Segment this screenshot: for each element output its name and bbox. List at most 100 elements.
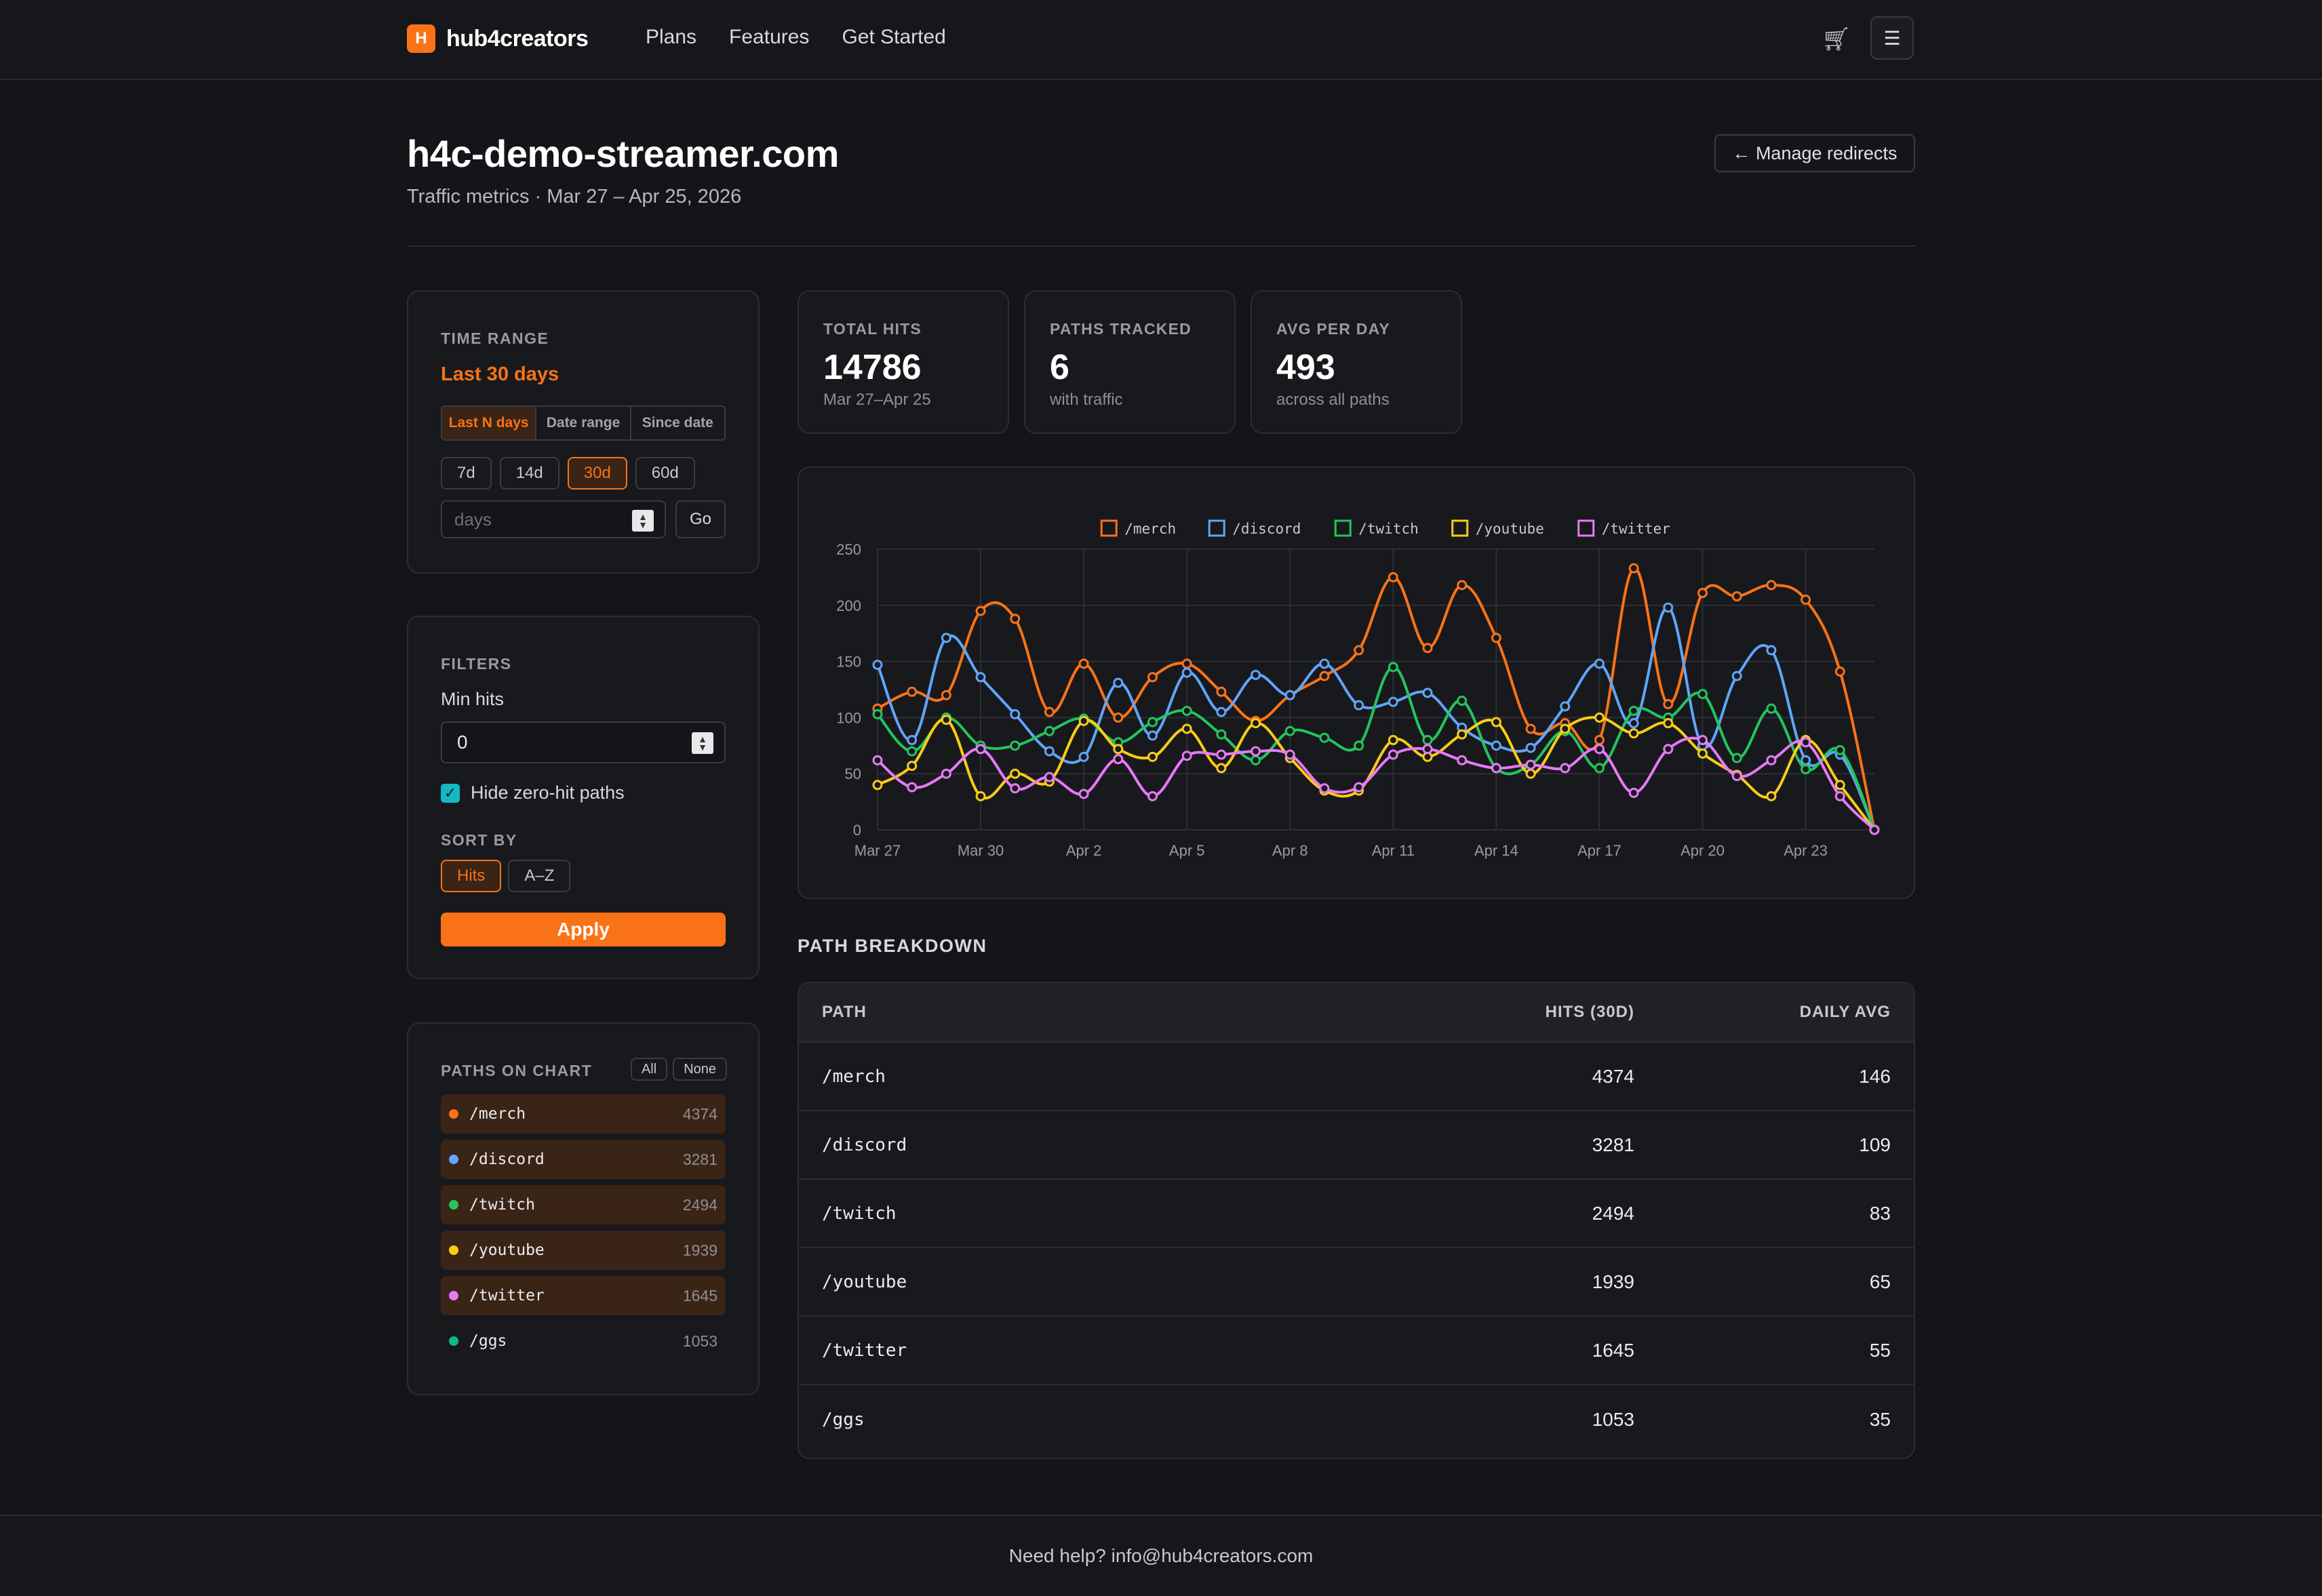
data-point	[1354, 700, 1364, 711]
x-tick-label: Apr 20	[1680, 842, 1725, 859]
nav-link-plans[interactable]: Plans	[646, 26, 697, 48]
path-toggle-item[interactable]: /twitch 2494	[441, 1185, 726, 1224]
data-point	[1766, 755, 1777, 765]
days-placeholder: days	[454, 508, 492, 530]
data-point	[1834, 791, 1845, 801]
path-toggle-item[interactable]: /ggs 1053	[441, 1321, 726, 1361]
menu-icon: ☰	[1883, 27, 1901, 49]
data-point	[1147, 717, 1158, 727]
legend-swatch[interactable]	[1208, 519, 1225, 537]
select-none-button[interactable]: None	[673, 1058, 727, 1081]
data-point	[1491, 763, 1501, 774]
legend-label[interactable]: /discord	[1232, 521, 1301, 537]
cell-daily-avg: 109	[1859, 1134, 1891, 1155]
data-point	[1663, 699, 1674, 710]
legend-label[interactable]: /merch	[1124, 521, 1176, 537]
data-point	[1491, 717, 1501, 727]
stat-paths-tracked: PATHS TRACKED 6 with traffic	[1024, 290, 1236, 434]
x-tick-label: Mar 27	[854, 842, 901, 859]
legend-label[interactable]: /twitter	[1602, 521, 1670, 537]
manage-redirects-button[interactable]: ← Manage redirects	[1714, 134, 1915, 172]
preset-30d[interactable]: 30d	[567, 457, 627, 490]
path-toggle-item[interactable]: /discord 3281	[441, 1140, 726, 1179]
data-point	[941, 690, 951, 700]
data-point	[1388, 572, 1398, 582]
min-hits-stepper-icon[interactable]: ▲ ▼	[692, 732, 713, 754]
mode-date-range[interactable]: Date range	[536, 407, 631, 439]
path-toggle-item[interactable]: /twitter 1645	[441, 1276, 726, 1315]
min-hits-input[interactable]: 0 ▲ ▼	[441, 721, 726, 763]
series-color-dot-icon	[449, 1336, 458, 1346]
data-point	[1628, 718, 1639, 729]
path-toggle-count: 3281	[682, 1150, 717, 1168]
data-point	[1731, 671, 1742, 681]
data-point	[1422, 735, 1433, 746]
table-row: /ggs 1053 35	[799, 1385, 1914, 1454]
apply-button[interactable]: Apply	[441, 913, 726, 946]
data-point	[1113, 754, 1124, 765]
sort-hits-button[interactable]: Hits	[441, 860, 502, 892]
data-point	[1284, 690, 1295, 700]
data-point	[1044, 706, 1055, 717]
data-point	[1010, 768, 1021, 779]
data-point	[1147, 730, 1158, 741]
days-input[interactable]: days ▲ ▼	[441, 500, 666, 538]
data-point	[1731, 771, 1742, 782]
y-tick-label: 0	[853, 822, 861, 839]
select-all-button[interactable]: All	[630, 1058, 668, 1081]
path-toggle-count: 1053	[682, 1332, 717, 1350]
data-point	[975, 744, 986, 755]
data-point	[975, 672, 986, 683]
mode-since-date[interactable]: Since date	[642, 415, 713, 431]
data-point	[975, 791, 986, 801]
brand-logo-icon: H	[407, 24, 435, 53]
table-header: PATH HITS (30D) DAILY AVG	[799, 983, 1914, 1043]
path-toggle-name: /youtube	[469, 1241, 545, 1259]
footer: Need help? info@hub4creators.com	[0, 1515, 2322, 1596]
data-point	[941, 633, 951, 643]
data-point	[1147, 672, 1158, 683]
path-toggle-item[interactable]: /merch 4374	[441, 1094, 726, 1134]
legend-swatch[interactable]	[1451, 519, 1469, 537]
nav-link-features[interactable]: Features	[729, 26, 810, 48]
preset-60d[interactable]: 60d	[635, 457, 695, 490]
data-point	[1628, 728, 1639, 739]
stat-subtext: across all paths	[1276, 391, 1390, 409]
legend-label[interactable]: /twitch	[1358, 521, 1419, 537]
nav-link-get-started[interactable]: Get Started	[842, 26, 946, 48]
data-point	[907, 735, 918, 746]
preset-7d[interactable]: 7d	[441, 457, 492, 490]
data-point	[1525, 759, 1536, 770]
legend-label[interactable]: /youtube	[1476, 521, 1544, 537]
preset-14d[interactable]: 14d	[499, 457, 559, 490]
mode-last-n-days[interactable]: Last N days	[442, 407, 537, 439]
table-row: /merch 4374 146	[799, 1043, 1914, 1111]
cell-hits: 1053	[1592, 1408, 1634, 1430]
data-point	[1354, 645, 1364, 656]
hide-zero-checkbox[interactable]: ✓	[441, 783, 460, 803]
days-stepper-icon[interactable]: ▲ ▼	[632, 510, 654, 532]
data-point	[1354, 782, 1364, 793]
data-point	[1354, 740, 1364, 751]
cart-icon[interactable]: 🛒︎	[1822, 26, 1851, 52]
legend-swatch[interactable]	[1334, 519, 1352, 537]
cell-path: /discord	[822, 1134, 907, 1155]
cell-path: /merch	[822, 1066, 886, 1087]
page-title: h4c-demo-streamer.com	[407, 132, 839, 175]
data-point	[1628, 787, 1639, 798]
stat-total-hits: TOTAL HITS 14786 Mar 27–Apr 25	[798, 290, 1009, 434]
go-button[interactable]: Go	[675, 500, 726, 538]
cell-hits: 3281	[1592, 1134, 1634, 1155]
cell-path: /youtube	[822, 1271, 907, 1292]
data-point	[1147, 751, 1158, 762]
legend-swatch[interactable]	[1100, 519, 1118, 537]
sort-az-button[interactable]: A–Z	[508, 860, 571, 892]
path-toggle-item[interactable]: /youtube 1939	[441, 1231, 726, 1270]
brand-link[interactable]: H hub4creators	[407, 24, 589, 53]
data-point	[1147, 791, 1158, 801]
hide-zero-row[interactable]: ✓ Hide zero-hit paths	[441, 782, 625, 803]
menu-button[interactable]: ☰	[1870, 16, 1914, 60]
legend-swatch[interactable]	[1577, 519, 1595, 537]
data-point	[907, 746, 918, 757]
stat-value: 493	[1276, 348, 1335, 387]
